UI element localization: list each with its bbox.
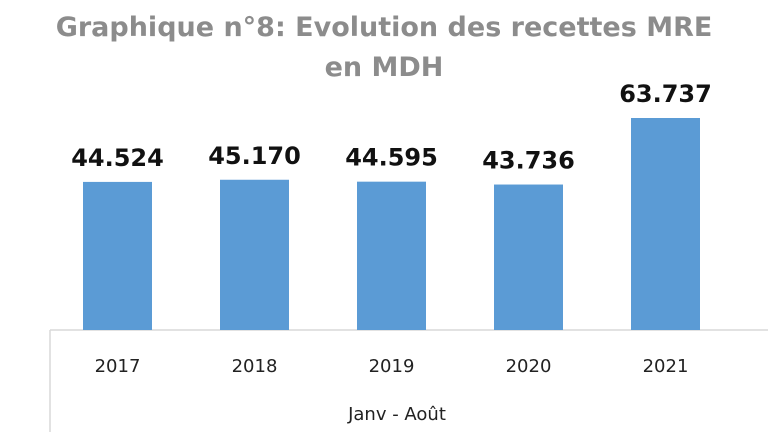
x-tick-label: 2020 xyxy=(506,356,552,377)
data-label: 63.737 xyxy=(619,80,712,108)
x-tick-label: 2018 xyxy=(232,356,278,377)
x-tick-label: 2017 xyxy=(95,356,141,377)
data-label: 43.736 xyxy=(482,147,575,175)
bar-2020 xyxy=(494,184,563,330)
data-label: 45.170 xyxy=(208,142,301,170)
bar-2018 xyxy=(220,179,289,330)
chart-title: Graphique n°8: Evolution des recettes MR… xyxy=(0,8,768,88)
bar-2019 xyxy=(357,181,426,330)
data-label: 44.595 xyxy=(345,144,438,172)
data-label: 44.524 xyxy=(71,144,164,172)
bar-2021 xyxy=(631,118,700,330)
chart-title-line2: en MDH xyxy=(324,52,444,83)
x-tick-label: 2019 xyxy=(369,356,415,377)
chart-title-line1: Graphique n°8: Evolution des recettes MR… xyxy=(55,12,713,43)
x-tick-label: 2021 xyxy=(643,356,689,377)
bar-2017 xyxy=(83,181,152,330)
x-axis-label: Janv - Août xyxy=(347,404,446,425)
